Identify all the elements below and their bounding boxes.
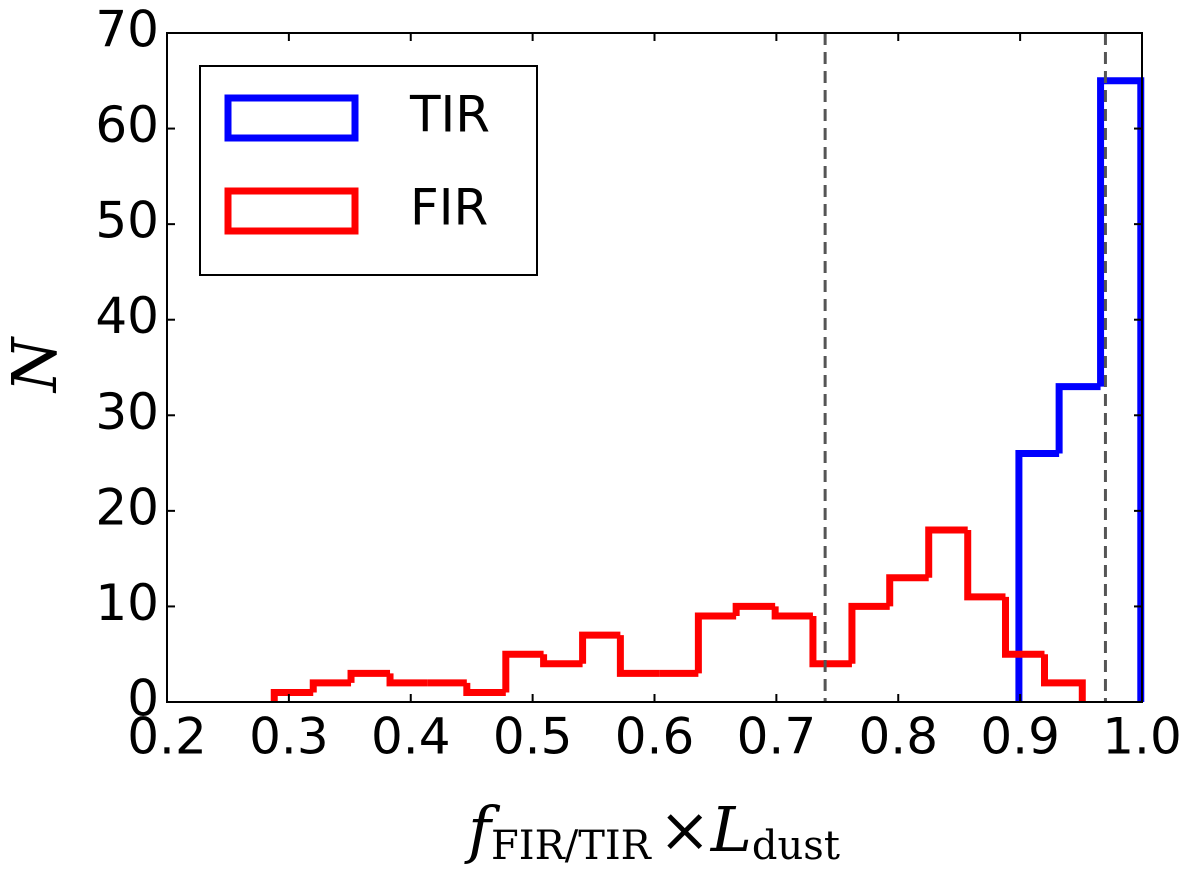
- histogram-bin: [463, 682, 506, 696]
- y-tick-label: 60: [95, 96, 159, 154]
- legend-swatch: [224, 187, 359, 235]
- histogram-bin: [964, 529, 1006, 601]
- histogram-bin: [771, 606, 813, 620]
- histogram-bin: [886, 574, 929, 607]
- x-label-part: FIR/TIR: [491, 823, 653, 869]
- y-tick-label: 0: [127, 670, 159, 728]
- x-tick-label: 0.4: [371, 708, 451, 766]
- histogram-bin: [1055, 383, 1101, 454]
- y-axis-label: N: [0, 335, 71, 394]
- y-tick-label: 30: [95, 383, 159, 441]
- x-tick-label: 0.5: [493, 708, 573, 766]
- x-tick-label: 1.0: [1102, 708, 1182, 766]
- histogram-bin: [925, 526, 968, 578]
- histogram-bin: [616, 635, 660, 677]
- histogram-bin: [848, 602, 890, 664]
- histogram-bin: [540, 654, 583, 668]
- histogram-bin: [1041, 654, 1086, 702]
- x-tick-label: 0.9: [980, 708, 1060, 766]
- histogram-bin: [1015, 450, 1060, 702]
- x-tick-label: 0.3: [249, 708, 329, 766]
- x-axis-label: fFIR/TIR ×Ldust: [464, 793, 840, 869]
- x-tick-label: 0.8: [858, 708, 938, 766]
- legend-label: TIR: [409, 86, 490, 144]
- legend-label: FIR: [410, 179, 488, 237]
- x-label-part: dust: [752, 823, 840, 869]
- x-tick-label: 0.6: [615, 708, 695, 766]
- histogram-bin: [386, 673, 428, 687]
- histogram-bin: [732, 602, 776, 616]
- histogram-bin: [502, 650, 544, 693]
- histogram-bin: [270, 688, 314, 702]
- legend-swatch: [224, 94, 359, 142]
- y-tick-label: 10: [95, 574, 159, 632]
- y-tick-label: 70: [95, 1, 159, 59]
- histogram-bin: [809, 615, 852, 668]
- x-tick-label: 0.2: [127, 708, 207, 766]
- y-tick-label: 40: [95, 287, 159, 345]
- histogram-bin: [309, 679, 352, 693]
- x-tick-label: 0.7: [737, 708, 817, 766]
- x-label-part: ×L: [659, 793, 752, 866]
- y-tick-label: 50: [95, 192, 159, 250]
- histogram-bin: [579, 631, 621, 664]
- histogram-bin: [694, 612, 737, 674]
- y-tick-label: 20: [95, 478, 159, 536]
- histogram-bin: [347, 669, 391, 683]
- histogram-bin: [1097, 77, 1145, 702]
- histogram-bin: [1002, 596, 1045, 658]
